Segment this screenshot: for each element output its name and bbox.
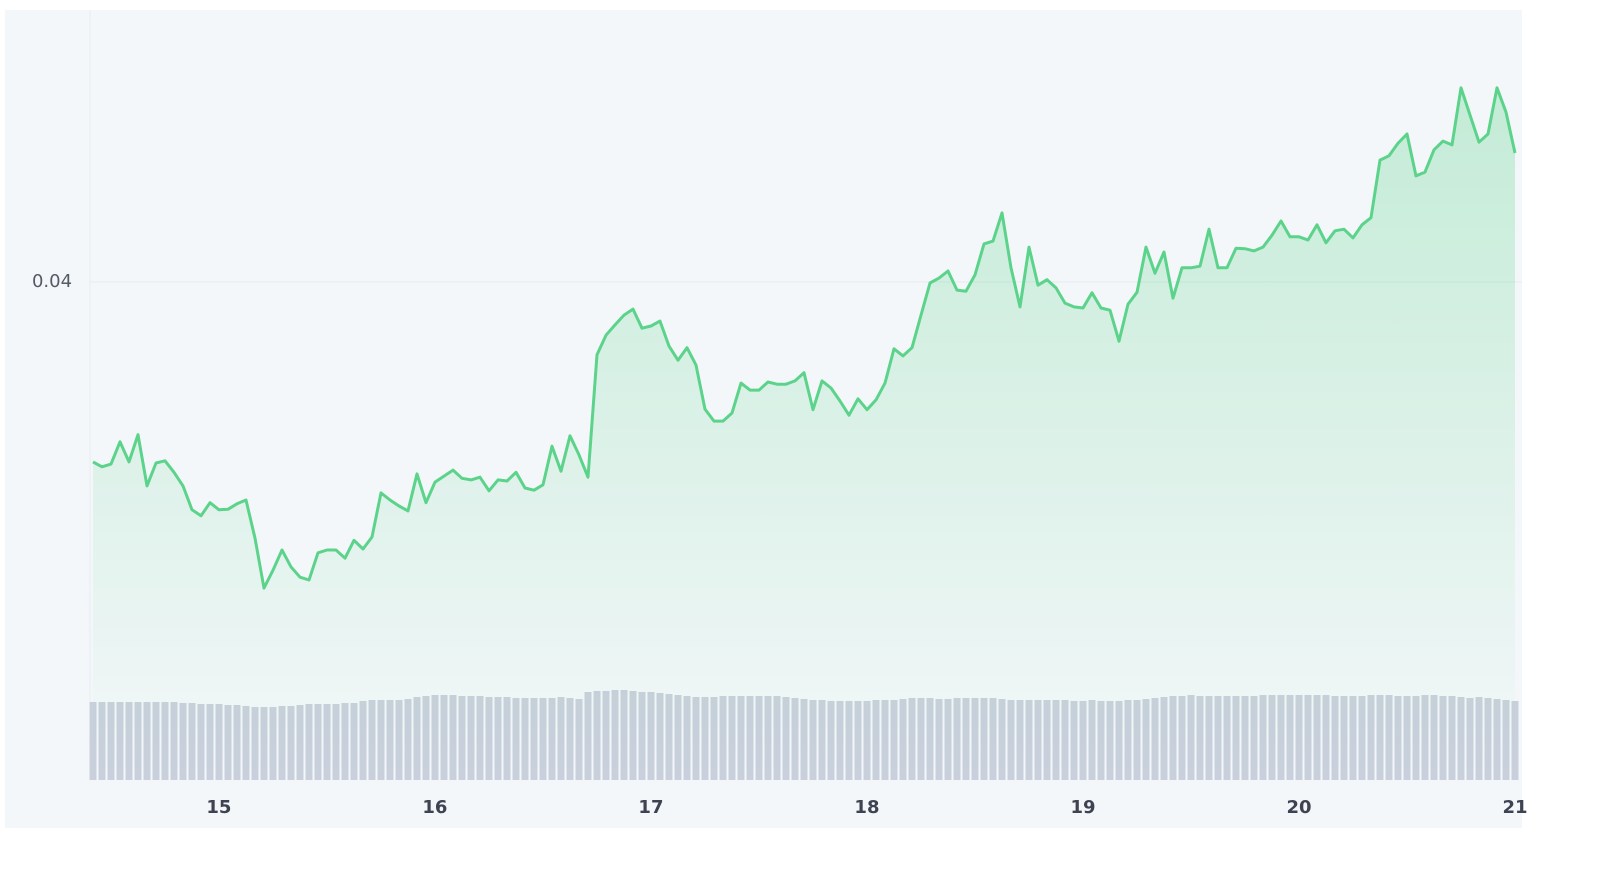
x-tick-label: 18: [854, 797, 879, 818]
x-tick-label: 17: [638, 797, 663, 818]
price-line: [92, 86, 1517, 590]
x-tick-label: 21: [1502, 797, 1527, 818]
price-area: [93, 87, 1515, 781]
y-tick-label: 0.04: [32, 271, 72, 292]
x-tick-label: 20: [1286, 797, 1311, 818]
x-tick-label: 15: [206, 797, 231, 818]
x-tick-label: 16: [422, 797, 447, 818]
x-tick-label: 19: [1070, 797, 1095, 818]
